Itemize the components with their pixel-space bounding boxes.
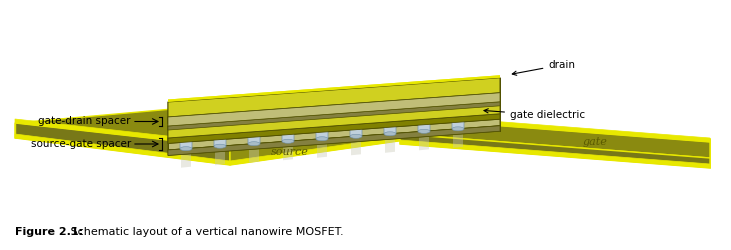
- Polygon shape: [168, 93, 500, 124]
- Polygon shape: [180, 115, 192, 149]
- Polygon shape: [168, 114, 500, 150]
- Ellipse shape: [384, 132, 396, 136]
- Polygon shape: [416, 98, 432, 119]
- Polygon shape: [168, 75, 500, 102]
- Ellipse shape: [452, 93, 464, 98]
- Polygon shape: [168, 114, 500, 144]
- Ellipse shape: [350, 100, 362, 105]
- Ellipse shape: [214, 144, 226, 148]
- Ellipse shape: [418, 129, 430, 133]
- Polygon shape: [400, 134, 710, 168]
- Polygon shape: [168, 93, 500, 126]
- Polygon shape: [168, 126, 500, 156]
- Ellipse shape: [282, 139, 294, 143]
- Polygon shape: [385, 135, 395, 153]
- Polygon shape: [316, 105, 328, 139]
- Polygon shape: [212, 113, 228, 134]
- Ellipse shape: [214, 110, 226, 115]
- Text: Figure 2.1:: Figure 2.1:: [15, 227, 83, 237]
- Polygon shape: [419, 133, 429, 150]
- Polygon shape: [418, 98, 430, 131]
- Ellipse shape: [180, 147, 192, 151]
- Polygon shape: [168, 93, 500, 124]
- Polygon shape: [168, 102, 500, 130]
- Polygon shape: [282, 108, 294, 141]
- Ellipse shape: [350, 134, 362, 138]
- Polygon shape: [168, 93, 500, 126]
- Polygon shape: [348, 103, 364, 124]
- Polygon shape: [168, 100, 500, 126]
- Polygon shape: [246, 110, 262, 132]
- Ellipse shape: [248, 142, 260, 146]
- Polygon shape: [215, 148, 225, 165]
- Polygon shape: [317, 140, 327, 158]
- Ellipse shape: [282, 105, 294, 110]
- Polygon shape: [350, 103, 362, 136]
- Polygon shape: [230, 110, 490, 165]
- Ellipse shape: [316, 103, 328, 108]
- Text: Schematic layout of a vertical nanowire MOSFET.: Schematic layout of a vertical nanowire …: [67, 227, 344, 237]
- Polygon shape: [15, 119, 230, 147]
- Ellipse shape: [384, 98, 396, 103]
- Text: source-gate spacer: source-gate spacer: [31, 139, 131, 149]
- Polygon shape: [280, 108, 296, 129]
- Ellipse shape: [180, 113, 192, 118]
- Polygon shape: [168, 102, 500, 138]
- Polygon shape: [400, 114, 710, 142]
- Text: source: source: [271, 147, 309, 157]
- Text: gate-drain spacer: gate-drain spacer: [39, 116, 131, 126]
- Polygon shape: [168, 102, 500, 130]
- Polygon shape: [230, 106, 490, 147]
- Polygon shape: [283, 143, 293, 160]
- Polygon shape: [168, 114, 500, 144]
- Text: gate dielectric: gate dielectric: [484, 109, 585, 120]
- Polygon shape: [214, 113, 226, 146]
- Polygon shape: [400, 140, 710, 168]
- Polygon shape: [178, 115, 194, 137]
- Ellipse shape: [418, 95, 430, 100]
- Polygon shape: [382, 100, 398, 122]
- Polygon shape: [248, 110, 260, 144]
- Text: gate: gate: [583, 137, 607, 147]
- Polygon shape: [168, 78, 500, 117]
- Polygon shape: [384, 100, 396, 134]
- Polygon shape: [168, 90, 500, 117]
- Ellipse shape: [248, 108, 260, 113]
- Ellipse shape: [316, 137, 328, 141]
- Polygon shape: [230, 124, 490, 165]
- Polygon shape: [400, 118, 710, 158]
- Polygon shape: [181, 150, 191, 168]
- Polygon shape: [168, 75, 500, 102]
- Polygon shape: [453, 130, 463, 148]
- Polygon shape: [15, 87, 490, 147]
- Polygon shape: [249, 145, 259, 163]
- Polygon shape: [168, 102, 500, 138]
- Polygon shape: [314, 105, 330, 127]
- Polygon shape: [168, 126, 500, 156]
- Polygon shape: [15, 123, 230, 165]
- Polygon shape: [452, 95, 464, 129]
- Ellipse shape: [452, 127, 464, 131]
- Polygon shape: [15, 134, 230, 165]
- Polygon shape: [168, 78, 500, 117]
- Polygon shape: [351, 138, 361, 155]
- Polygon shape: [450, 95, 466, 117]
- Text: drain: drain: [512, 60, 575, 75]
